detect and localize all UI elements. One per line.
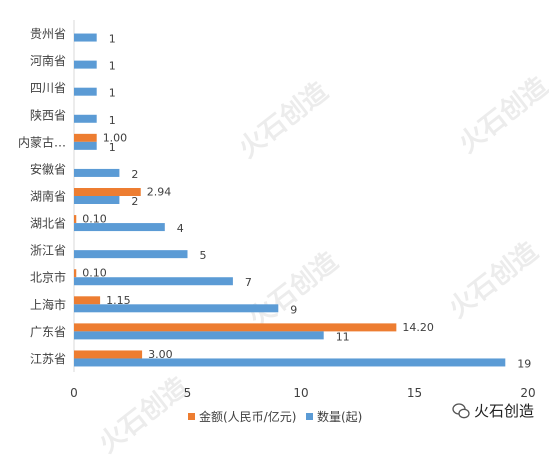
bar-count [74, 196, 120, 204]
bar-count [74, 141, 97, 150]
data-label-count: 4 [177, 222, 184, 235]
bar-count [74, 358, 506, 367]
category-label: 上海市 [30, 297, 66, 312]
data-label-amount: 2.94 [147, 186, 172, 199]
x-tick-label: 10 [293, 386, 308, 400]
category-label: 北京市 [30, 270, 66, 285]
legend-swatch-count [306, 413, 313, 420]
category-label: 安徽省 [30, 161, 66, 176]
data-label-count: 9 [290, 303, 297, 316]
data-label-amount: 3.00 [148, 348, 173, 361]
x-tick-label: 15 [407, 386, 422, 400]
bar-count [74, 223, 165, 232]
data-label-count: 19 [517, 357, 531, 370]
data-label-count: 5 [200, 249, 207, 262]
bar-amount [74, 296, 101, 305]
data-label-count: 1 [109, 33, 116, 46]
wechat-icon [452, 402, 470, 418]
data-label-count: 7 [245, 276, 252, 289]
bar-amount [74, 350, 143, 359]
x-tick-label: 20 [520, 386, 535, 400]
data-label-count: 2 [131, 195, 138, 208]
data-label-count: 1 [109, 141, 116, 154]
data-label-amount: 14.20 [402, 321, 434, 334]
data-label-count: 2 [131, 168, 138, 181]
bar-amount [74, 133, 97, 142]
legend-label-count: 数量(起) [317, 409, 362, 424]
category-label: 四川省 [30, 81, 66, 95]
category-label: 贵州省 [30, 27, 66, 41]
category-label: 内蒙古… [18, 134, 66, 149]
data-label-count: 11 [336, 330, 350, 343]
category-label: 浙江省 [30, 244, 66, 258]
data-label-amount: 1.15 [106, 294, 131, 307]
data-label-count: 1 [109, 60, 116, 73]
bar-amount [74, 269, 77, 278]
category-label: 湖南省 [30, 189, 66, 204]
brand-label: 火石创造 [474, 402, 535, 420]
data-label-amount: 1.00 [103, 131, 128, 144]
bar-count [74, 331, 324, 340]
bar-count [74, 33, 97, 42]
legend-label-amount: 金额(人民币/亿元) [199, 409, 296, 424]
legend-swatch-amount [188, 413, 195, 420]
bar-amount [74, 188, 141, 196]
data-label-amount: 0.10 [82, 267, 107, 280]
bar-count [74, 304, 279, 313]
category-label: 广东省 [30, 325, 66, 339]
bar-amount [74, 323, 397, 332]
bar-count [74, 114, 97, 123]
bar-count [74, 168, 120, 177]
category-label: 陕西省 [30, 107, 66, 122]
bar-count [74, 250, 188, 259]
brand-logo: 火石创造 [452, 400, 534, 421]
data-label-count: 1 [109, 87, 116, 100]
bar-count [74, 87, 97, 96]
data-label-count: 1 [109, 114, 116, 127]
bar-count [74, 60, 97, 69]
category-label: 江苏省 [30, 352, 66, 366]
category-label: 河南省 [30, 53, 66, 68]
bar-amount [74, 215, 77, 224]
x-tick-label: 0 [70, 386, 78, 400]
category-label: 湖北省 [30, 216, 66, 231]
data-label-amount: 0.10 [82, 213, 107, 226]
bar-count [74, 277, 233, 286]
x-tick-label: 5 [184, 386, 192, 400]
